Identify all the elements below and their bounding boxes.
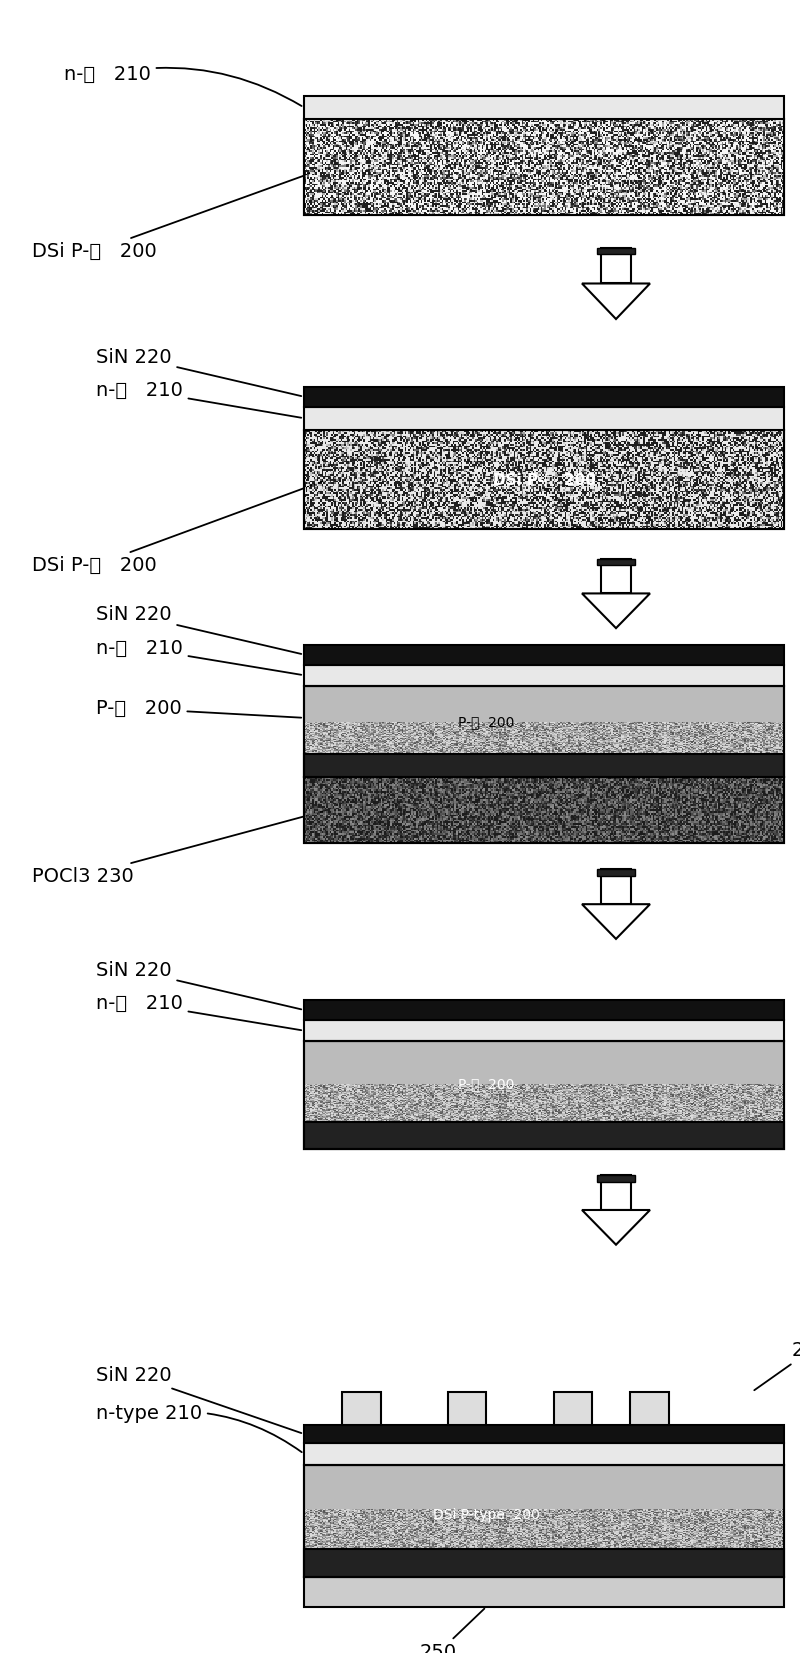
Text: n-型   210: n-型 210 [96, 993, 302, 1030]
Bar [304, 754, 784, 777]
Bar [304, 1041, 784, 1149]
Bar [601, 559, 631, 593]
Bar [554, 1392, 592, 1425]
Bar [304, 686, 784, 777]
Text: P-型   200: P-型 200 [96, 699, 302, 717]
Bar [304, 430, 784, 529]
Bar [304, 1122, 784, 1149]
Bar [304, 407, 784, 430]
Text: DSi P-type  200: DSi P-type 200 [433, 1508, 540, 1522]
Bar [304, 686, 784, 777]
Bar [304, 777, 784, 843]
Text: P-型  200: P-型 200 [458, 1078, 514, 1091]
Bar [601, 248, 631, 283]
Text: 250: 250 [420, 1608, 484, 1653]
Bar [304, 777, 784, 843]
Bar [304, 1425, 784, 1443]
Polygon shape [582, 904, 650, 939]
Text: n-type 210: n-type 210 [96, 1403, 302, 1453]
Polygon shape [582, 593, 650, 628]
Bar [601, 869, 631, 904]
Bar [304, 96, 784, 119]
Bar [304, 1443, 784, 1465]
Text: DSi P-型  200: DSi P-型 200 [493, 471, 595, 488]
Text: n-型   210: n-型 210 [96, 380, 302, 418]
Text: POCl3 230: POCl3 230 [32, 810, 326, 886]
Text: DSi P-型   200: DSi P-型 200 [32, 169, 326, 261]
Text: n-型   210: n-型 210 [64, 64, 302, 106]
Text: SiN 220: SiN 220 [96, 347, 302, 397]
Bar [304, 119, 784, 215]
Bar [304, 1020, 784, 1041]
Polygon shape [582, 283, 650, 319]
Bar [601, 1175, 631, 1210]
Bar [304, 387, 784, 407]
Text: n-型   210: n-型 210 [96, 638, 302, 674]
Bar [597, 248, 635, 255]
Bar [304, 1549, 784, 1577]
Bar [304, 1465, 784, 1577]
Text: SiN 220: SiN 220 [96, 605, 302, 655]
Bar [304, 645, 784, 665]
Bar [304, 1000, 784, 1020]
Bar [597, 559, 635, 565]
Text: P-型  200: P-型 200 [458, 716, 514, 729]
Bar [597, 869, 635, 876]
Bar [342, 1392, 381, 1425]
Bar [304, 1041, 784, 1149]
Bar [597, 1175, 635, 1182]
Bar [304, 1465, 784, 1577]
Bar [304, 1577, 784, 1607]
Bar [304, 430, 784, 529]
Text: SiN 220: SiN 220 [96, 1365, 302, 1433]
Bar [630, 1392, 669, 1425]
Polygon shape [582, 1210, 650, 1245]
Text: DSi P-型   200: DSi P-型 200 [32, 481, 326, 575]
Text: SiN 220: SiN 220 [96, 960, 302, 1010]
Bar [304, 665, 784, 686]
Bar [448, 1392, 486, 1425]
Text: 240: 240 [754, 1341, 800, 1390]
Bar [304, 119, 784, 215]
